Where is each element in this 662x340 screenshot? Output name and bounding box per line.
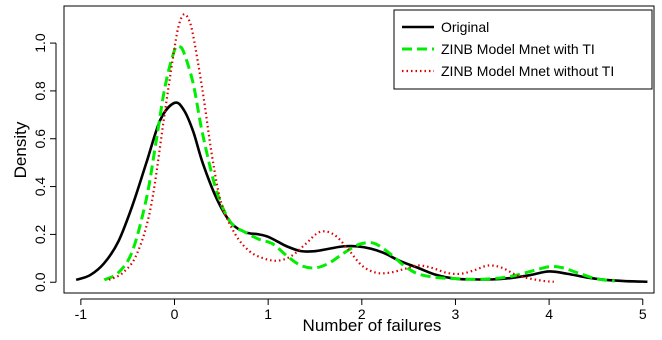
x-tick-label: 4 — [545, 306, 553, 322]
x-tick-label: 3 — [452, 306, 460, 322]
y-axis-title: Density — [11, 121, 30, 178]
x-tick-label: 5 — [639, 306, 647, 322]
y-tick-label: 0.2 — [32, 224, 48, 244]
x-axis-title: Number of failures — [303, 316, 442, 335]
legend-label-3: ZINB Model Mnet without TI — [441, 63, 614, 79]
y-tick-label: 0.6 — [32, 129, 48, 149]
series-line-1 — [75, 101, 648, 284]
plot-frame — [63, 5, 655, 294]
y-tick-label: 1.0 — [32, 33, 48, 53]
x-tick-label: -1 — [75, 306, 88, 322]
legend-label-1: Original — [441, 19, 489, 35]
legend-label-2: ZINB Model Mnet with TI — [441, 41, 595, 57]
y-tick-label: 0.4 — [32, 177, 48, 197]
legend: Original ZINB Model Mnet with TI ZINB Mode… — [393, 9, 653, 90]
series-layer — [75, 13, 648, 284]
x-axis: -1 0 1 2 3 4 5 — [75, 298, 647, 322]
y-tick-label: 0.0 — [32, 272, 48, 292]
y-tick-label: 0.8 — [32, 81, 48, 101]
legend-box — [393, 9, 653, 90]
y-axis: 0.0 0.2 0.4 0.6 0.8 1.0 — [32, 33, 57, 292]
x-tick-label: 1 — [264, 306, 272, 322]
legend-items: Original ZINB Model Mnet with TI ZINB Mode… — [402, 19, 614, 79]
x-tick-label: 2 — [358, 306, 366, 322]
x-tick-label: 0 — [171, 306, 179, 322]
